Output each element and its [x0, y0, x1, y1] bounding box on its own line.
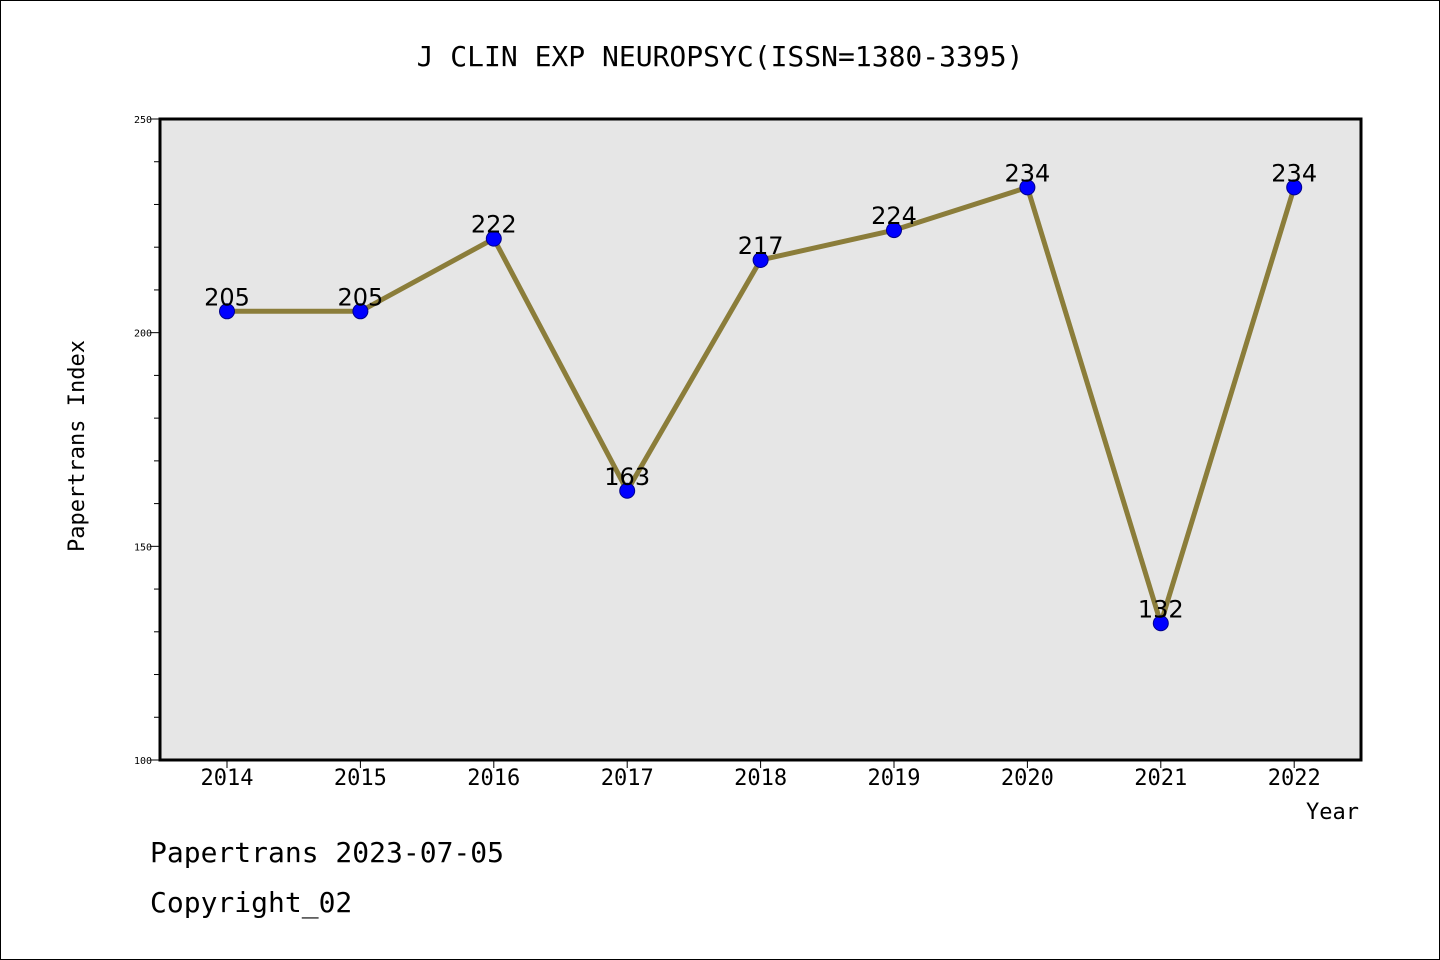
x-tick-label: 2015 — [334, 766, 387, 791]
x-tick-label: 2016 — [467, 766, 520, 791]
data-label: 132 — [1138, 595, 1184, 623]
y-tick-label: 250 — [134, 115, 152, 126]
data-label: 224 — [871, 202, 917, 230]
x-tick-label: 2017 — [601, 766, 654, 791]
data-point — [619, 482, 636, 499]
x-tick-label: 2020 — [1001, 766, 1054, 791]
x-axis-label: Year — [1306, 800, 1359, 825]
footer-date: Papertrans 2023-07-05 — [150, 836, 505, 869]
data-point — [352, 303, 369, 320]
y-tick-label: 100 — [134, 756, 152, 767]
data-point — [1152, 615, 1169, 632]
chart-title: J CLIN EXP NEUROPSYC(ISSN=1380-3395) — [417, 40, 1024, 73]
x-axis: 2014 2015 2016 2017 2018 2019 2020 2021 2022 — [201, 760, 1321, 791]
x-tick-label: 2018 — [734, 766, 787, 791]
footer-copyright: Copyright_02 — [150, 886, 353, 919]
data-point — [752, 252, 769, 269]
x-tick-label: 2022 — [1268, 766, 1321, 791]
markers-group — [219, 179, 1303, 632]
data-label: 163 — [604, 463, 650, 491]
data-label: 205 — [337, 283, 383, 311]
plot-area — [158, 117, 1363, 762]
data-label: 234 — [1271, 159, 1317, 187]
x-tick-label: 2014 — [201, 766, 254, 791]
data-label: 222 — [471, 211, 517, 239]
data-point — [1286, 179, 1303, 196]
data-label: 217 — [738, 232, 784, 260]
x-tick-label: 2021 — [1134, 766, 1187, 791]
data-label: 205 — [204, 283, 250, 311]
data-point — [1019, 179, 1036, 196]
data-point — [485, 230, 502, 247]
x-tick-label: 2019 — [868, 766, 921, 791]
y-axis-label: Papertrans Index — [65, 340, 90, 552]
y-axis: 100 150 200 250 — [134, 115, 160, 767]
data-labels-group: 205 205 222 163 217 224 234 132 234 — [204, 159, 1317, 623]
data-point — [886, 222, 902, 239]
data-label: 234 — [1004, 159, 1050, 187]
y-tick-label: 200 — [134, 329, 152, 340]
data-point — [219, 303, 235, 320]
y-tick-label: 150 — [134, 542, 152, 553]
